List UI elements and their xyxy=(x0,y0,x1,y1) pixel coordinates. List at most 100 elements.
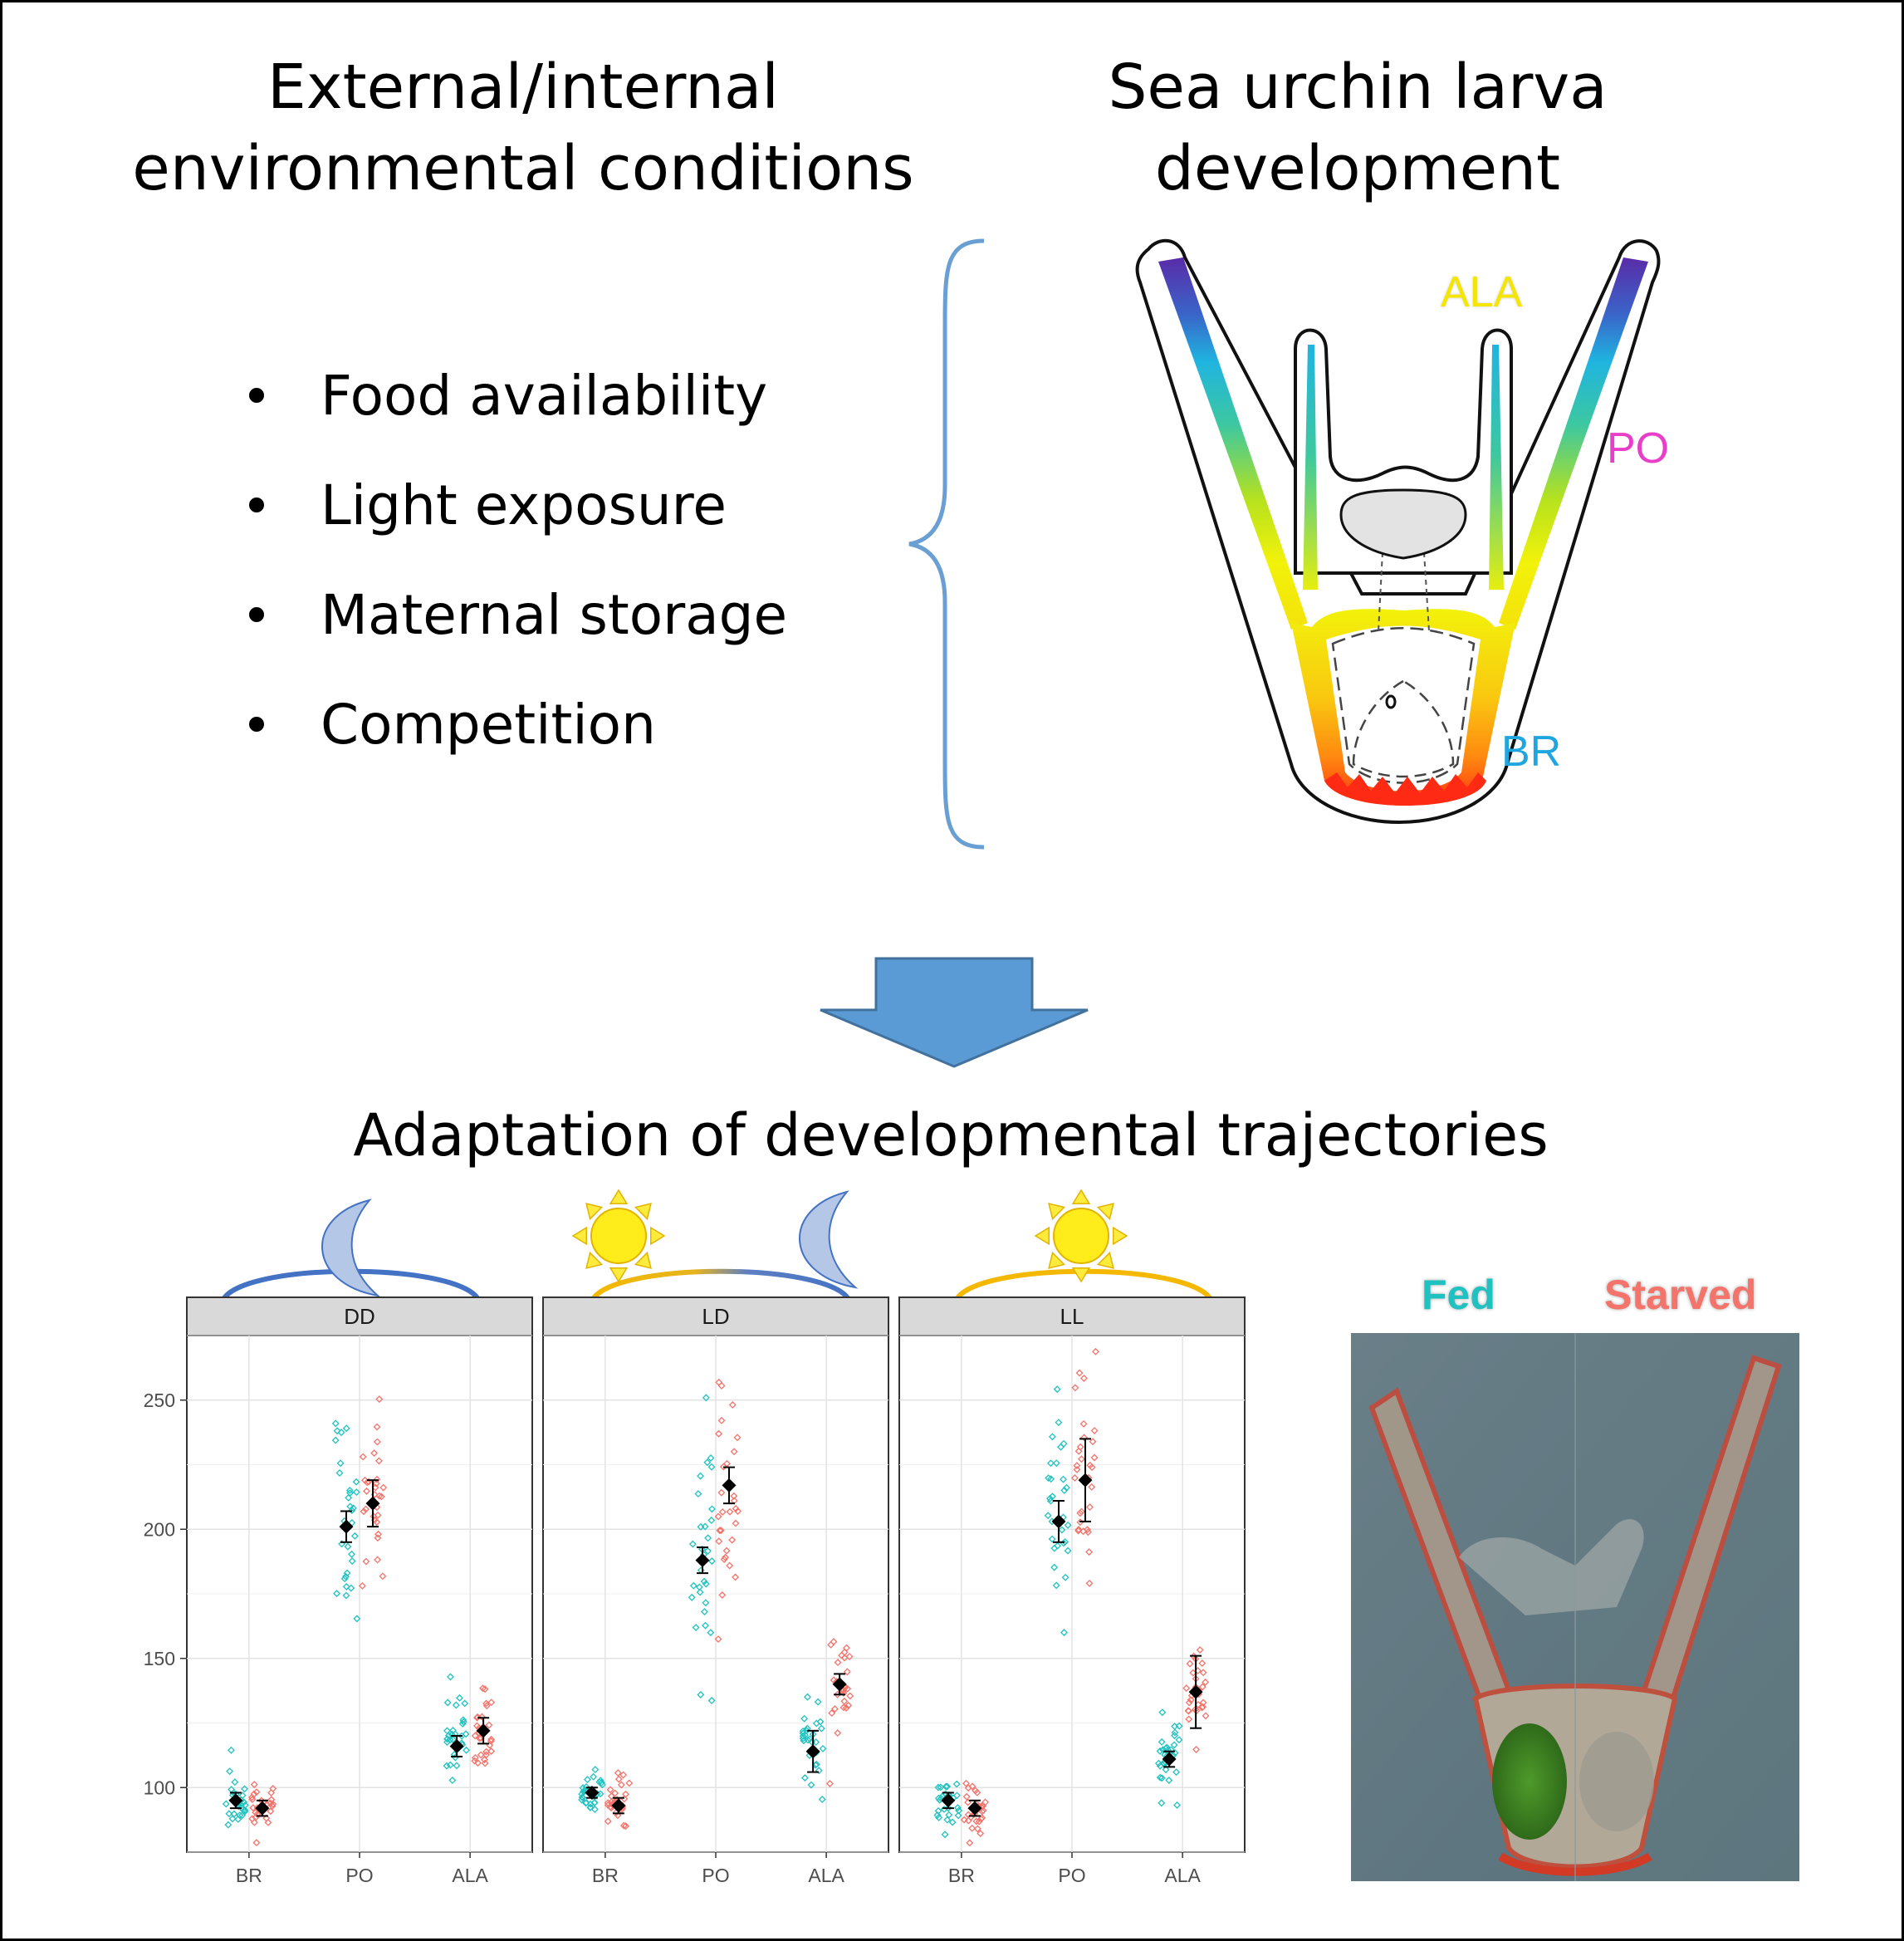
data-point xyxy=(479,1684,487,1693)
data-point xyxy=(238,1792,247,1800)
data-point xyxy=(443,1735,452,1743)
sun-ray xyxy=(1071,1267,1091,1283)
data-point xyxy=(1079,1419,1088,1428)
data-point xyxy=(362,1557,370,1566)
data-point xyxy=(222,1800,230,1808)
x-tick-label: PO xyxy=(345,1865,373,1886)
data-point xyxy=(688,1540,697,1548)
data-point xyxy=(1090,1453,1099,1462)
sun-ray xyxy=(1034,1226,1050,1246)
condition-item: Maternal storage xyxy=(249,560,787,669)
data-point xyxy=(1086,1461,1094,1469)
data-point xyxy=(379,1572,387,1581)
data-point xyxy=(976,1830,985,1838)
x-tick-label: BR xyxy=(948,1865,975,1886)
data-point xyxy=(582,1799,590,1807)
data-point xyxy=(1089,1438,1097,1446)
data-point xyxy=(1158,1774,1166,1782)
data-point xyxy=(448,1736,457,1743)
data-point xyxy=(804,1693,811,1701)
data-point xyxy=(715,1537,723,1546)
data-point xyxy=(732,1573,740,1581)
data-point xyxy=(226,1767,234,1776)
starved-label: Starved xyxy=(1604,1272,1757,1318)
data-point xyxy=(377,1493,385,1501)
data-point xyxy=(590,1772,598,1781)
data-point xyxy=(1046,1494,1054,1502)
data-point xyxy=(981,1798,990,1806)
day-night-arc xyxy=(589,1268,853,1306)
data-point xyxy=(379,1483,388,1492)
data-point xyxy=(252,1788,261,1796)
data-point xyxy=(703,1458,712,1467)
moon-icon xyxy=(321,1198,381,1297)
data-point xyxy=(700,1608,708,1615)
data-point xyxy=(1092,1347,1099,1355)
facet-panel: LL BR PO ALA xyxy=(898,1296,1246,1886)
data-point xyxy=(728,1401,737,1409)
x-tick-label: ALA xyxy=(808,1865,844,1886)
data-point xyxy=(578,1796,586,1804)
data-point xyxy=(707,1463,716,1471)
data-point xyxy=(372,1479,380,1488)
data-point xyxy=(960,1816,968,1824)
data-point xyxy=(352,1488,360,1497)
mean-point xyxy=(365,1496,380,1511)
data-point xyxy=(830,1705,839,1713)
mean-point xyxy=(611,1798,626,1813)
data-point xyxy=(1050,1563,1059,1571)
sun-ray xyxy=(609,1267,629,1283)
data-point xyxy=(1085,1548,1094,1556)
data-point xyxy=(1171,1732,1178,1740)
data-point xyxy=(228,1815,237,1823)
data-point xyxy=(1052,1459,1060,1468)
condition-item: Competition xyxy=(249,669,787,779)
mean-point xyxy=(1188,1684,1203,1699)
data-point xyxy=(336,1459,345,1468)
sun-ray xyxy=(585,1251,604,1269)
data-point xyxy=(715,1378,723,1386)
facet-panel: LD BR PO ALA xyxy=(542,1296,889,1886)
data-point xyxy=(375,1457,383,1465)
data-point xyxy=(689,1581,697,1590)
data-point xyxy=(1076,1509,1084,1517)
data-point xyxy=(458,1732,466,1740)
data-point xyxy=(1088,1483,1096,1491)
data-point xyxy=(250,1781,258,1789)
data-point xyxy=(818,1796,826,1803)
data-point xyxy=(973,1825,981,1833)
data-point xyxy=(718,1591,727,1599)
data-point xyxy=(1192,1654,1200,1663)
sun-ray xyxy=(1113,1226,1128,1246)
data-point xyxy=(1077,1455,1085,1463)
data-point xyxy=(1063,1483,1070,1492)
condition-label: Food availability xyxy=(321,363,768,428)
data-point xyxy=(707,1697,716,1704)
data-point xyxy=(252,1808,260,1816)
data-point xyxy=(972,1787,980,1795)
data-point xyxy=(726,1507,734,1516)
sun-ray xyxy=(585,1203,604,1221)
data-point xyxy=(934,1806,942,1815)
data-point xyxy=(717,1527,725,1535)
data-point xyxy=(978,1807,986,1816)
down-arrow-icon xyxy=(820,957,1089,1068)
data-point xyxy=(474,1759,482,1767)
data-point xyxy=(249,1804,257,1812)
data-point xyxy=(809,1730,817,1738)
x-tick-label: BR xyxy=(236,1865,262,1886)
data-point xyxy=(799,1729,807,1738)
data-point xyxy=(733,1434,742,1442)
data-point xyxy=(590,1798,599,1806)
data-point xyxy=(362,1505,370,1513)
data-point xyxy=(353,1615,361,1623)
data-point xyxy=(1165,1777,1173,1785)
bullet-icon xyxy=(249,607,264,622)
facet-label: LD xyxy=(702,1304,729,1329)
data-point xyxy=(728,1536,737,1544)
data-point xyxy=(948,1818,957,1826)
facet-label: DD xyxy=(344,1304,375,1329)
sun-ray xyxy=(571,1226,587,1246)
data-point xyxy=(347,1584,355,1592)
data-point xyxy=(485,1721,493,1729)
